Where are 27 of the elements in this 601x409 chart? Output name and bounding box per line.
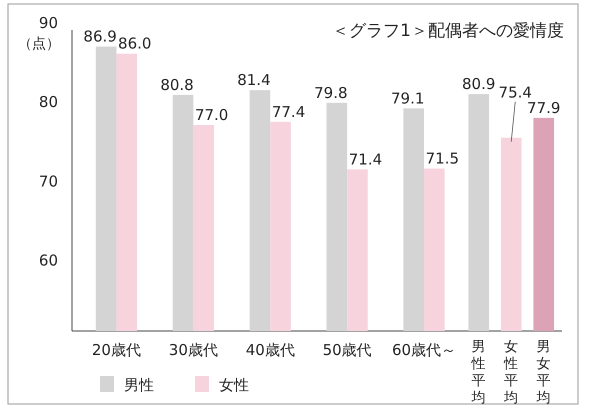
data-label: 79.1: [391, 89, 424, 108]
legend-label: 女性: [219, 376, 249, 394]
chart-title: ＜グラフ1＞配偶者への愛情度: [332, 21, 564, 41]
data-label: 71.4: [348, 150, 382, 168]
data-label: 80.9: [462, 75, 496, 94]
data-label: 77.4: [272, 102, 306, 121]
y-tick-label: 80: [38, 93, 58, 112]
x-tick-label: 男女平均: [536, 339, 551, 406]
data-label: 79.8: [314, 84, 348, 102]
y-tick-label: 60: [38, 252, 58, 270]
x-tick-label: 男性平均: [470, 339, 486, 406]
x-tick-label: 40歳代: [246, 341, 295, 359]
y-axis-title: （点）: [18, 36, 60, 52]
y-tick-label: 90: [38, 14, 58, 32]
y-tick-label: 70: [38, 172, 58, 190]
x-tick-label: 30歳代: [168, 341, 218, 359]
data-label: 80.8: [160, 76, 194, 94]
x-tick-label: 20歳代: [92, 341, 141, 359]
data-label: 71.5: [426, 150, 460, 168]
data-label: 86.9: [83, 28, 117, 46]
x-tick-label: 50歳代: [322, 341, 372, 359]
x-tick-label: 女性平均: [503, 339, 518, 406]
legend-label: 男性: [124, 376, 154, 394]
data-label: 81.4: [237, 71, 271, 90]
data-label: 77.0: [194, 106, 228, 124]
x-tick-label: 60歳代～: [392, 341, 456, 359]
data-label: 86.0: [118, 34, 152, 53]
